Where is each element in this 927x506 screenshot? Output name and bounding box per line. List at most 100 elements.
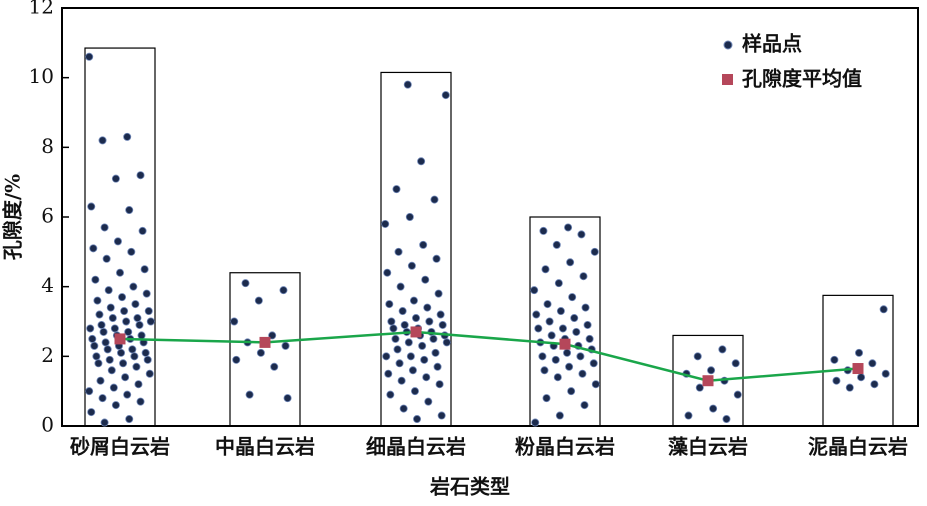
sample-point — [868, 359, 877, 368]
sample-point — [122, 317, 131, 326]
sample-point — [564, 223, 573, 232]
sample-point — [845, 383, 854, 392]
sample-point — [405, 212, 414, 221]
mean-marker — [852, 363, 864, 375]
y-tick-label: 8 — [41, 134, 54, 158]
sample-point — [384, 369, 393, 378]
sample-point — [695, 383, 704, 392]
sample-point — [230, 317, 239, 326]
sample-point — [731, 359, 740, 368]
sample-point — [832, 376, 841, 385]
sample-point — [146, 317, 155, 326]
sample-point — [232, 355, 241, 364]
sample-point — [430, 195, 439, 204]
x-tick-label: 细晶白云岩 — [366, 435, 466, 459]
sample-point — [404, 338, 413, 347]
sample-point — [385, 300, 394, 309]
range-box — [84, 47, 156, 427]
sample-point — [89, 244, 98, 253]
sample-point — [577, 230, 586, 239]
x-axis-label: 岩石类型 — [429, 475, 510, 499]
sample-point — [542, 394, 551, 403]
sample-point — [105, 355, 114, 364]
y-tick-label: 12 — [29, 0, 54, 19]
legend-label: 样品点 — [742, 32, 802, 56]
sample-point — [397, 376, 406, 385]
mean-marker — [702, 375, 714, 387]
sample-point — [118, 293, 127, 302]
sample-point — [413, 415, 422, 424]
sample-point — [128, 345, 137, 354]
sample-point — [563, 348, 572, 357]
sample-point — [100, 223, 109, 232]
sample-point — [591, 380, 600, 389]
sample-point — [113, 237, 122, 246]
sample-point — [281, 341, 290, 350]
sample-point — [382, 352, 391, 361]
sample-point — [570, 314, 579, 323]
sample-point — [684, 411, 693, 420]
sample-point — [121, 373, 130, 382]
sample-point — [91, 275, 100, 284]
sample-point — [565, 362, 574, 371]
sample-point — [532, 310, 541, 319]
sample-point — [92, 352, 101, 361]
sample-point — [143, 355, 152, 364]
sample-point — [879, 305, 888, 314]
sample-point — [433, 362, 442, 371]
sample-point — [543, 300, 552, 309]
sample-point — [100, 418, 109, 427]
mean-marker — [559, 338, 571, 350]
sample-point — [398, 307, 407, 316]
sample-point — [137, 331, 146, 340]
sample-point — [718, 345, 727, 354]
sample-point — [123, 132, 132, 141]
sample-point — [97, 320, 106, 329]
sample-point — [403, 80, 412, 89]
sample-point — [117, 348, 126, 357]
sample-point — [145, 369, 154, 378]
sample-point — [547, 331, 556, 340]
sample-point — [391, 334, 400, 343]
sample-point — [125, 415, 134, 424]
sample-point — [85, 387, 94, 396]
sample-point — [254, 296, 263, 305]
sample-point — [383, 268, 392, 277]
sample-point — [98, 394, 107, 403]
sample-point — [707, 366, 716, 375]
sample-point — [541, 265, 550, 274]
y-tick-label: 4 — [41, 273, 54, 297]
sample-point — [256, 348, 265, 357]
sample-point — [103, 345, 112, 354]
sample-point — [111, 401, 120, 410]
sample-point — [399, 404, 408, 413]
sample-point — [552, 240, 561, 249]
sample-point — [434, 289, 443, 298]
sample-point — [555, 411, 564, 420]
sample-point — [429, 334, 438, 343]
sample-point — [283, 394, 292, 403]
sample-point — [441, 91, 450, 100]
sample-point — [693, 352, 702, 361]
sample-point — [418, 341, 427, 350]
sample-point — [393, 345, 402, 354]
mean-line — [119, 330, 859, 382]
sample-point — [437, 411, 446, 420]
sample-point — [406, 352, 415, 361]
sample-point — [106, 303, 115, 312]
sample-point — [870, 380, 879, 389]
sample-point — [99, 327, 108, 336]
sample-point — [436, 310, 445, 319]
sample-point — [95, 310, 104, 319]
sample-point — [585, 334, 594, 343]
sample-point — [93, 296, 102, 305]
sample-point — [554, 279, 563, 288]
x-tick-label: 粉晶白云岩 — [515, 435, 615, 459]
sample-point — [421, 275, 430, 284]
sample-point — [136, 171, 145, 180]
sample-point — [435, 380, 444, 389]
range-box — [229, 272, 301, 427]
sample-point — [419, 240, 428, 249]
sample-point — [417, 157, 426, 166]
